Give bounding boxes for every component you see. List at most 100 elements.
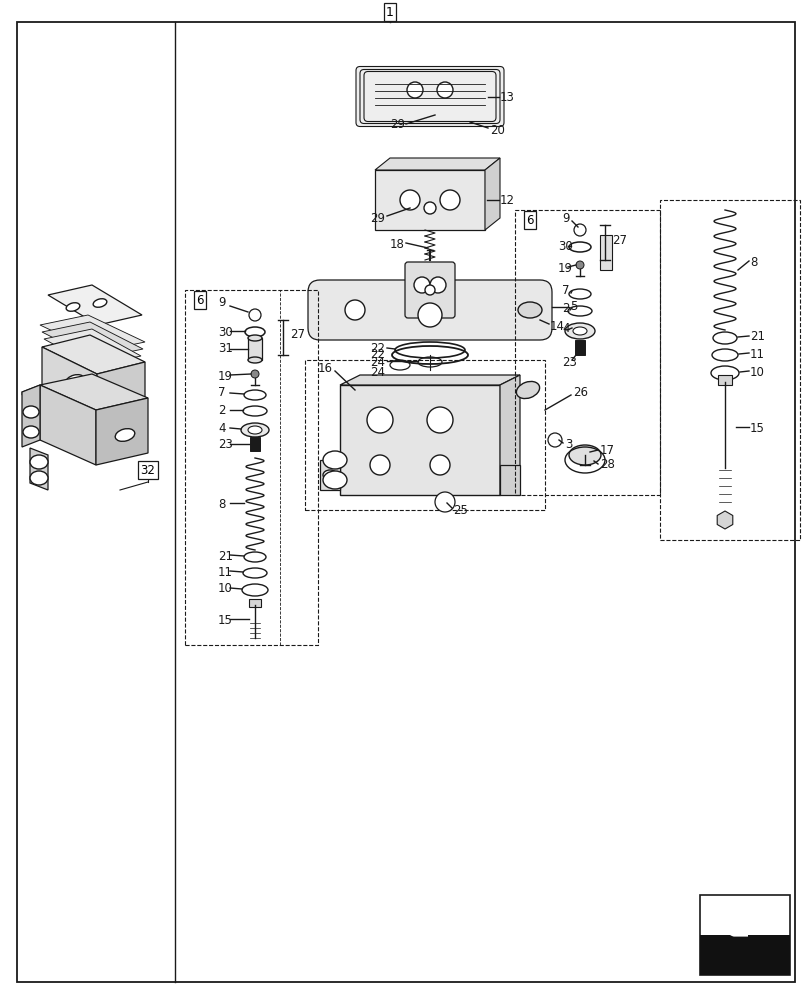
Polygon shape <box>48 285 142 325</box>
Circle shape <box>400 190 419 210</box>
Circle shape <box>436 82 453 98</box>
Polygon shape <box>40 315 145 352</box>
FancyBboxPatch shape <box>363 72 496 122</box>
Polygon shape <box>320 460 340 490</box>
Text: 11: 11 <box>749 348 764 360</box>
Polygon shape <box>340 375 519 385</box>
Ellipse shape <box>93 299 107 307</box>
Polygon shape <box>42 335 145 374</box>
Ellipse shape <box>573 327 586 335</box>
FancyBboxPatch shape <box>359 70 500 124</box>
Ellipse shape <box>564 323 594 339</box>
Bar <box>247 338 262 360</box>
Bar <box>599 235 611 270</box>
Bar <box>250 437 260 451</box>
FancyBboxPatch shape <box>307 280 551 340</box>
Circle shape <box>367 407 393 433</box>
Circle shape <box>345 300 365 320</box>
Circle shape <box>406 82 423 98</box>
Text: 24: 24 <box>370 356 384 368</box>
Text: 12: 12 <box>500 194 514 207</box>
Ellipse shape <box>66 303 79 311</box>
Circle shape <box>435 492 454 512</box>
Text: 23: 23 <box>217 438 233 450</box>
Bar <box>699 935 789 975</box>
Text: 29: 29 <box>389 118 405 131</box>
Polygon shape <box>711 905 771 945</box>
Ellipse shape <box>247 426 262 434</box>
Bar <box>340 385 500 495</box>
Polygon shape <box>500 465 519 495</box>
Polygon shape <box>96 398 148 465</box>
Text: 15: 15 <box>749 422 764 434</box>
Polygon shape <box>44 329 141 366</box>
FancyBboxPatch shape <box>355 67 504 127</box>
Text: 32: 32 <box>140 464 155 477</box>
Text: 5: 5 <box>569 300 577 314</box>
Polygon shape <box>716 511 732 529</box>
Text: 27: 27 <box>290 328 305 340</box>
Text: 18: 18 <box>389 238 405 251</box>
Text: 17: 17 <box>599 444 614 456</box>
Circle shape <box>427 407 453 433</box>
Text: 20: 20 <box>489 124 504 137</box>
Text: 7: 7 <box>217 386 225 399</box>
Ellipse shape <box>516 381 539 399</box>
Circle shape <box>251 370 259 378</box>
Text: 21: 21 <box>749 330 764 344</box>
Ellipse shape <box>30 471 48 485</box>
Ellipse shape <box>247 357 262 363</box>
Ellipse shape <box>23 406 39 418</box>
Bar <box>717 375 731 385</box>
Bar <box>375 170 484 230</box>
Circle shape <box>430 455 449 475</box>
Ellipse shape <box>517 302 541 318</box>
Text: 15: 15 <box>217 613 233 626</box>
Text: 16: 16 <box>318 361 333 374</box>
Ellipse shape <box>323 451 346 469</box>
Polygon shape <box>500 375 519 495</box>
Ellipse shape <box>30 455 48 469</box>
Text: 22: 22 <box>370 342 384 355</box>
Circle shape <box>249 309 260 321</box>
Text: 29: 29 <box>370 212 384 225</box>
Polygon shape <box>42 347 97 412</box>
Text: 7: 7 <box>561 284 569 296</box>
Ellipse shape <box>569 445 600 465</box>
Polygon shape <box>375 158 500 170</box>
Circle shape <box>414 277 430 293</box>
FancyBboxPatch shape <box>405 262 454 318</box>
Text: 3: 3 <box>564 438 572 452</box>
Text: 14: 14 <box>549 320 564 332</box>
Text: 13: 13 <box>500 91 514 104</box>
Text: 1: 1 <box>385 6 393 19</box>
Text: 8: 8 <box>749 255 757 268</box>
Text: 2: 2 <box>561 302 569 314</box>
Polygon shape <box>40 385 96 465</box>
Polygon shape <box>30 448 48 490</box>
Polygon shape <box>22 385 40 447</box>
Ellipse shape <box>23 426 39 438</box>
Circle shape <box>440 190 460 210</box>
Circle shape <box>423 202 436 214</box>
Text: 9: 9 <box>561 212 569 225</box>
Polygon shape <box>726 937 762 949</box>
Circle shape <box>430 277 445 293</box>
Text: 28: 28 <box>599 458 614 472</box>
Text: 4: 4 <box>217 422 225 436</box>
Text: 4: 4 <box>561 322 569 334</box>
Text: 25: 25 <box>453 504 467 516</box>
Ellipse shape <box>115 429 135 441</box>
Polygon shape <box>484 158 500 230</box>
Ellipse shape <box>323 470 337 480</box>
Text: 31: 31 <box>217 342 233 356</box>
Text: 24: 24 <box>370 365 384 378</box>
Circle shape <box>418 303 441 327</box>
Text: 10: 10 <box>749 365 764 378</box>
Text: 6: 6 <box>526 214 533 227</box>
Polygon shape <box>42 322 143 359</box>
Bar <box>699 895 789 975</box>
Circle shape <box>575 261 583 269</box>
Polygon shape <box>97 362 145 412</box>
Ellipse shape <box>247 335 262 341</box>
